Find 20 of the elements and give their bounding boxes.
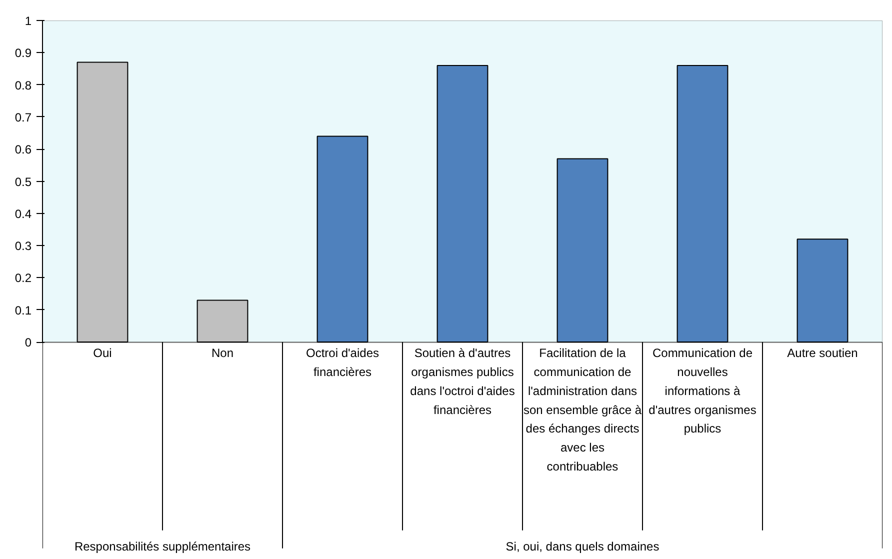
y-tick-label: 0.7 — [14, 110, 32, 124]
y-tick-label: 0 — [24, 336, 32, 350]
y-tick-label: 0.9 — [14, 46, 32, 60]
x-tick-label: Octroi d'aides financières — [306, 346, 380, 379]
y-tick-label: 0.6 — [14, 142, 32, 157]
text: Si, oui, dans quels domaines — [506, 539, 660, 554]
x-tick-label: Facilitation de la communication de l'administration dans son ensemble grâce à des échanges directs avec les contribuables — [523, 346, 642, 474]
y-tick-label: 0.4 — [14, 206, 32, 221]
y-tick-label: 0.3 — [14, 239, 32, 254]
y-tick-label: 0.5 — [14, 174, 32, 189]
text: Responsabilités supplémentaires — [74, 539, 251, 554]
x-tick-label: Soutien à d'autres organismes publics dans l'octroi d'aides financières — [410, 346, 515, 417]
x-tick-label: Communication de nouvelles informations à d'autres organismes publics — [648, 346, 756, 436]
x-tick-label: Oui — [93, 346, 112, 360]
y-tick-label: 0.8 — [14, 78, 32, 92]
x-tick-label: Autre soutien — [787, 346, 858, 360]
y-tick-label: 1 — [24, 14, 32, 28]
y-tick-label: 0.2 — [14, 271, 32, 286]
x-tick-label: Non — [211, 346, 234, 360]
y-tick-label: 0.1 — [14, 303, 32, 318]
